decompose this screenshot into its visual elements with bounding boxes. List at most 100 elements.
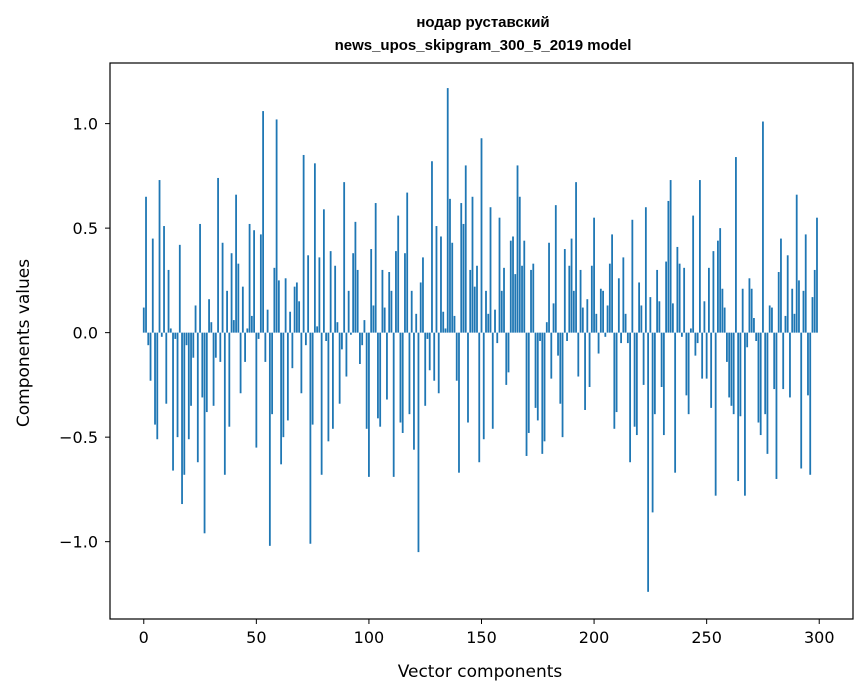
bar-18 (183, 332, 186, 475)
bar-259 (726, 332, 728, 362)
bar-46 (246, 328, 249, 333)
bar-59 (275, 119, 278, 333)
bar-202 (597, 332, 600, 354)
bar-76 (313, 163, 316, 333)
bar-87 (338, 332, 341, 404)
bar-1 (145, 196, 147, 333)
bar-155 (491, 332, 494, 429)
bar-103 (374, 203, 377, 333)
bar-151 (482, 332, 485, 440)
bar-196 (584, 332, 586, 410)
bar-0 (142, 307, 145, 333)
bar-235 (671, 303, 674, 333)
bar-136 (449, 198, 451, 333)
bar-14 (174, 332, 177, 339)
bar-22 (192, 332, 195, 358)
bar-111 (392, 332, 395, 477)
bar-203 (599, 288, 602, 333)
bar-166 (516, 165, 519, 333)
bar-262 (732, 332, 735, 415)
bar-174 (534, 332, 537, 408)
bar-281 (775, 332, 778, 479)
bar-128 (431, 161, 433, 333)
bar-224 (647, 332, 650, 592)
x-tick-label: 250 (691, 628, 722, 647)
bar-146 (471, 196, 474, 333)
x-tick-label: 100 (354, 628, 385, 647)
bar-255 (717, 240, 719, 333)
bar-133 (442, 311, 445, 333)
x-tick-label: 200 (579, 628, 610, 647)
bar-257 (721, 288, 724, 333)
bar-123 (419, 282, 422, 333)
bar-62 (282, 332, 285, 438)
bar-21 (190, 332, 192, 406)
bar-269 (748, 278, 751, 333)
bar-241 (685, 332, 688, 396)
bar-294 (804, 234, 807, 333)
bar-36 (223, 332, 226, 475)
bar-181 (550, 332, 553, 379)
bar-5 (154, 332, 156, 425)
bar-237 (676, 246, 679, 333)
bar-10 (165, 332, 168, 404)
bar-98 (363, 320, 366, 333)
bar-86 (336, 322, 339, 333)
bar-239 (680, 332, 683, 337)
bar-48 (250, 315, 253, 333)
bar-35 (221, 242, 224, 333)
bar-112 (395, 251, 397, 333)
bar-207 (608, 263, 611, 333)
bar-290 (795, 194, 798, 333)
bar-137 (451, 242, 454, 333)
bar-182 (552, 303, 555, 333)
bar-273 (757, 332, 760, 423)
bar-88 (341, 332, 343, 350)
bar-79 (320, 332, 323, 475)
bar-120 (413, 332, 415, 450)
bar-28 (205, 332, 208, 413)
bar-188 (566, 332, 568, 341)
bar-116 (404, 253, 406, 333)
bar-282 (777, 272, 780, 333)
bar-258 (723, 307, 726, 333)
bar-213 (622, 257, 625, 333)
bar-45 (244, 332, 246, 362)
bar-138 (453, 315, 456, 333)
bar-91 (347, 290, 350, 333)
bar-38 (228, 332, 231, 427)
bar-214 (624, 313, 627, 333)
bar-122 (417, 332, 420, 553)
bar-80 (322, 209, 325, 333)
bar-63 (284, 278, 287, 333)
bar-221 (640, 305, 643, 333)
x-tick-label: 0 (139, 628, 149, 647)
bar-83 (329, 251, 332, 333)
bar-154 (489, 207, 492, 333)
bar-158 (498, 217, 501, 333)
bar-50 (255, 332, 258, 448)
bar-295 (807, 332, 809, 396)
bar-23 (194, 305, 197, 333)
bar-299 (816, 217, 818, 333)
bar-148 (476, 265, 478, 333)
bar-234 (669, 180, 672, 333)
bar-121 (415, 313, 418, 333)
bar-105 (379, 332, 382, 427)
bar-125 (424, 332, 427, 406)
bar-266 (741, 288, 744, 333)
bar-219 (635, 332, 638, 436)
bar-150 (480, 138, 483, 333)
bar-27 (203, 332, 206, 534)
bar-270 (750, 288, 753, 333)
bar-152 (485, 290, 487, 333)
bar-13 (172, 332, 174, 471)
bar-200 (593, 217, 595, 333)
bar-100 (368, 332, 370, 477)
bar-8 (160, 332, 163, 337)
bar-101 (370, 249, 373, 333)
bar-67 (293, 286, 296, 333)
bar-85 (334, 265, 337, 333)
bar-164 (512, 236, 514, 333)
bar-245 (694, 332, 697, 356)
